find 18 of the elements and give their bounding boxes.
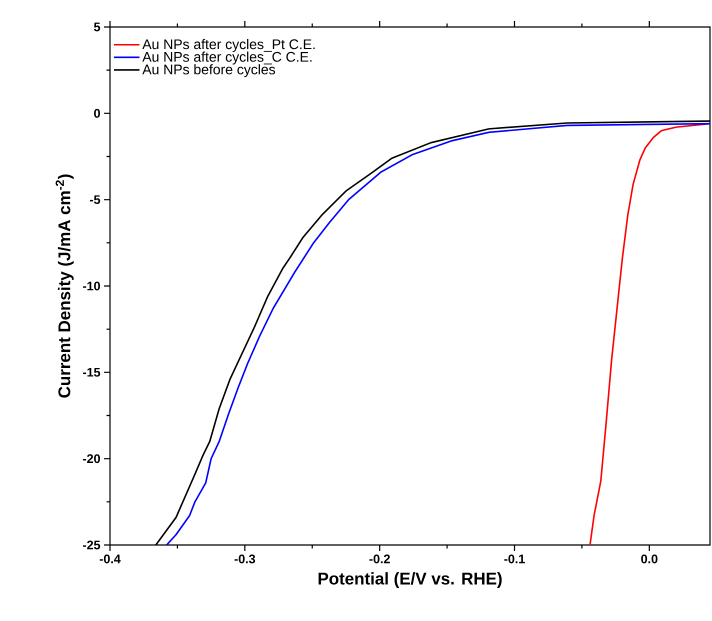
y-tick-label: -25	[82, 540, 100, 550]
y-tick-label: -10	[82, 282, 100, 290]
y-tick-label: -20	[82, 454, 100, 464]
x-tick-label: -0.3	[234, 554, 256, 564]
legend-label: Au NPs before cycles	[142, 64, 276, 78]
y-tick-label: -5	[90, 195, 100, 204]
line-series	[589, 122, 710, 545]
legend-label: Au NPs after cycles_C C.E.	[142, 52, 312, 65]
y-axis-title: Current Density (J/mA cm$^{-2}$)	[56, 174, 74, 398]
x-axis-title: Potential (E/V vs. RHE)	[318, 572, 502, 588]
y-tick-label: 5	[94, 22, 100, 32]
y-tick-label: 0	[94, 108, 100, 118]
y-tick-label: -15	[82, 368, 100, 377]
x-tick-label: -0.2	[369, 554, 390, 564]
legend-label: Au NPs after cycles_Pt C.E.	[142, 38, 315, 52]
x-tick-label: 0.0	[641, 554, 658, 564]
x-tick-label: -0.1	[504, 554, 525, 564]
x-tick-label: -0.4	[100, 554, 121, 564]
